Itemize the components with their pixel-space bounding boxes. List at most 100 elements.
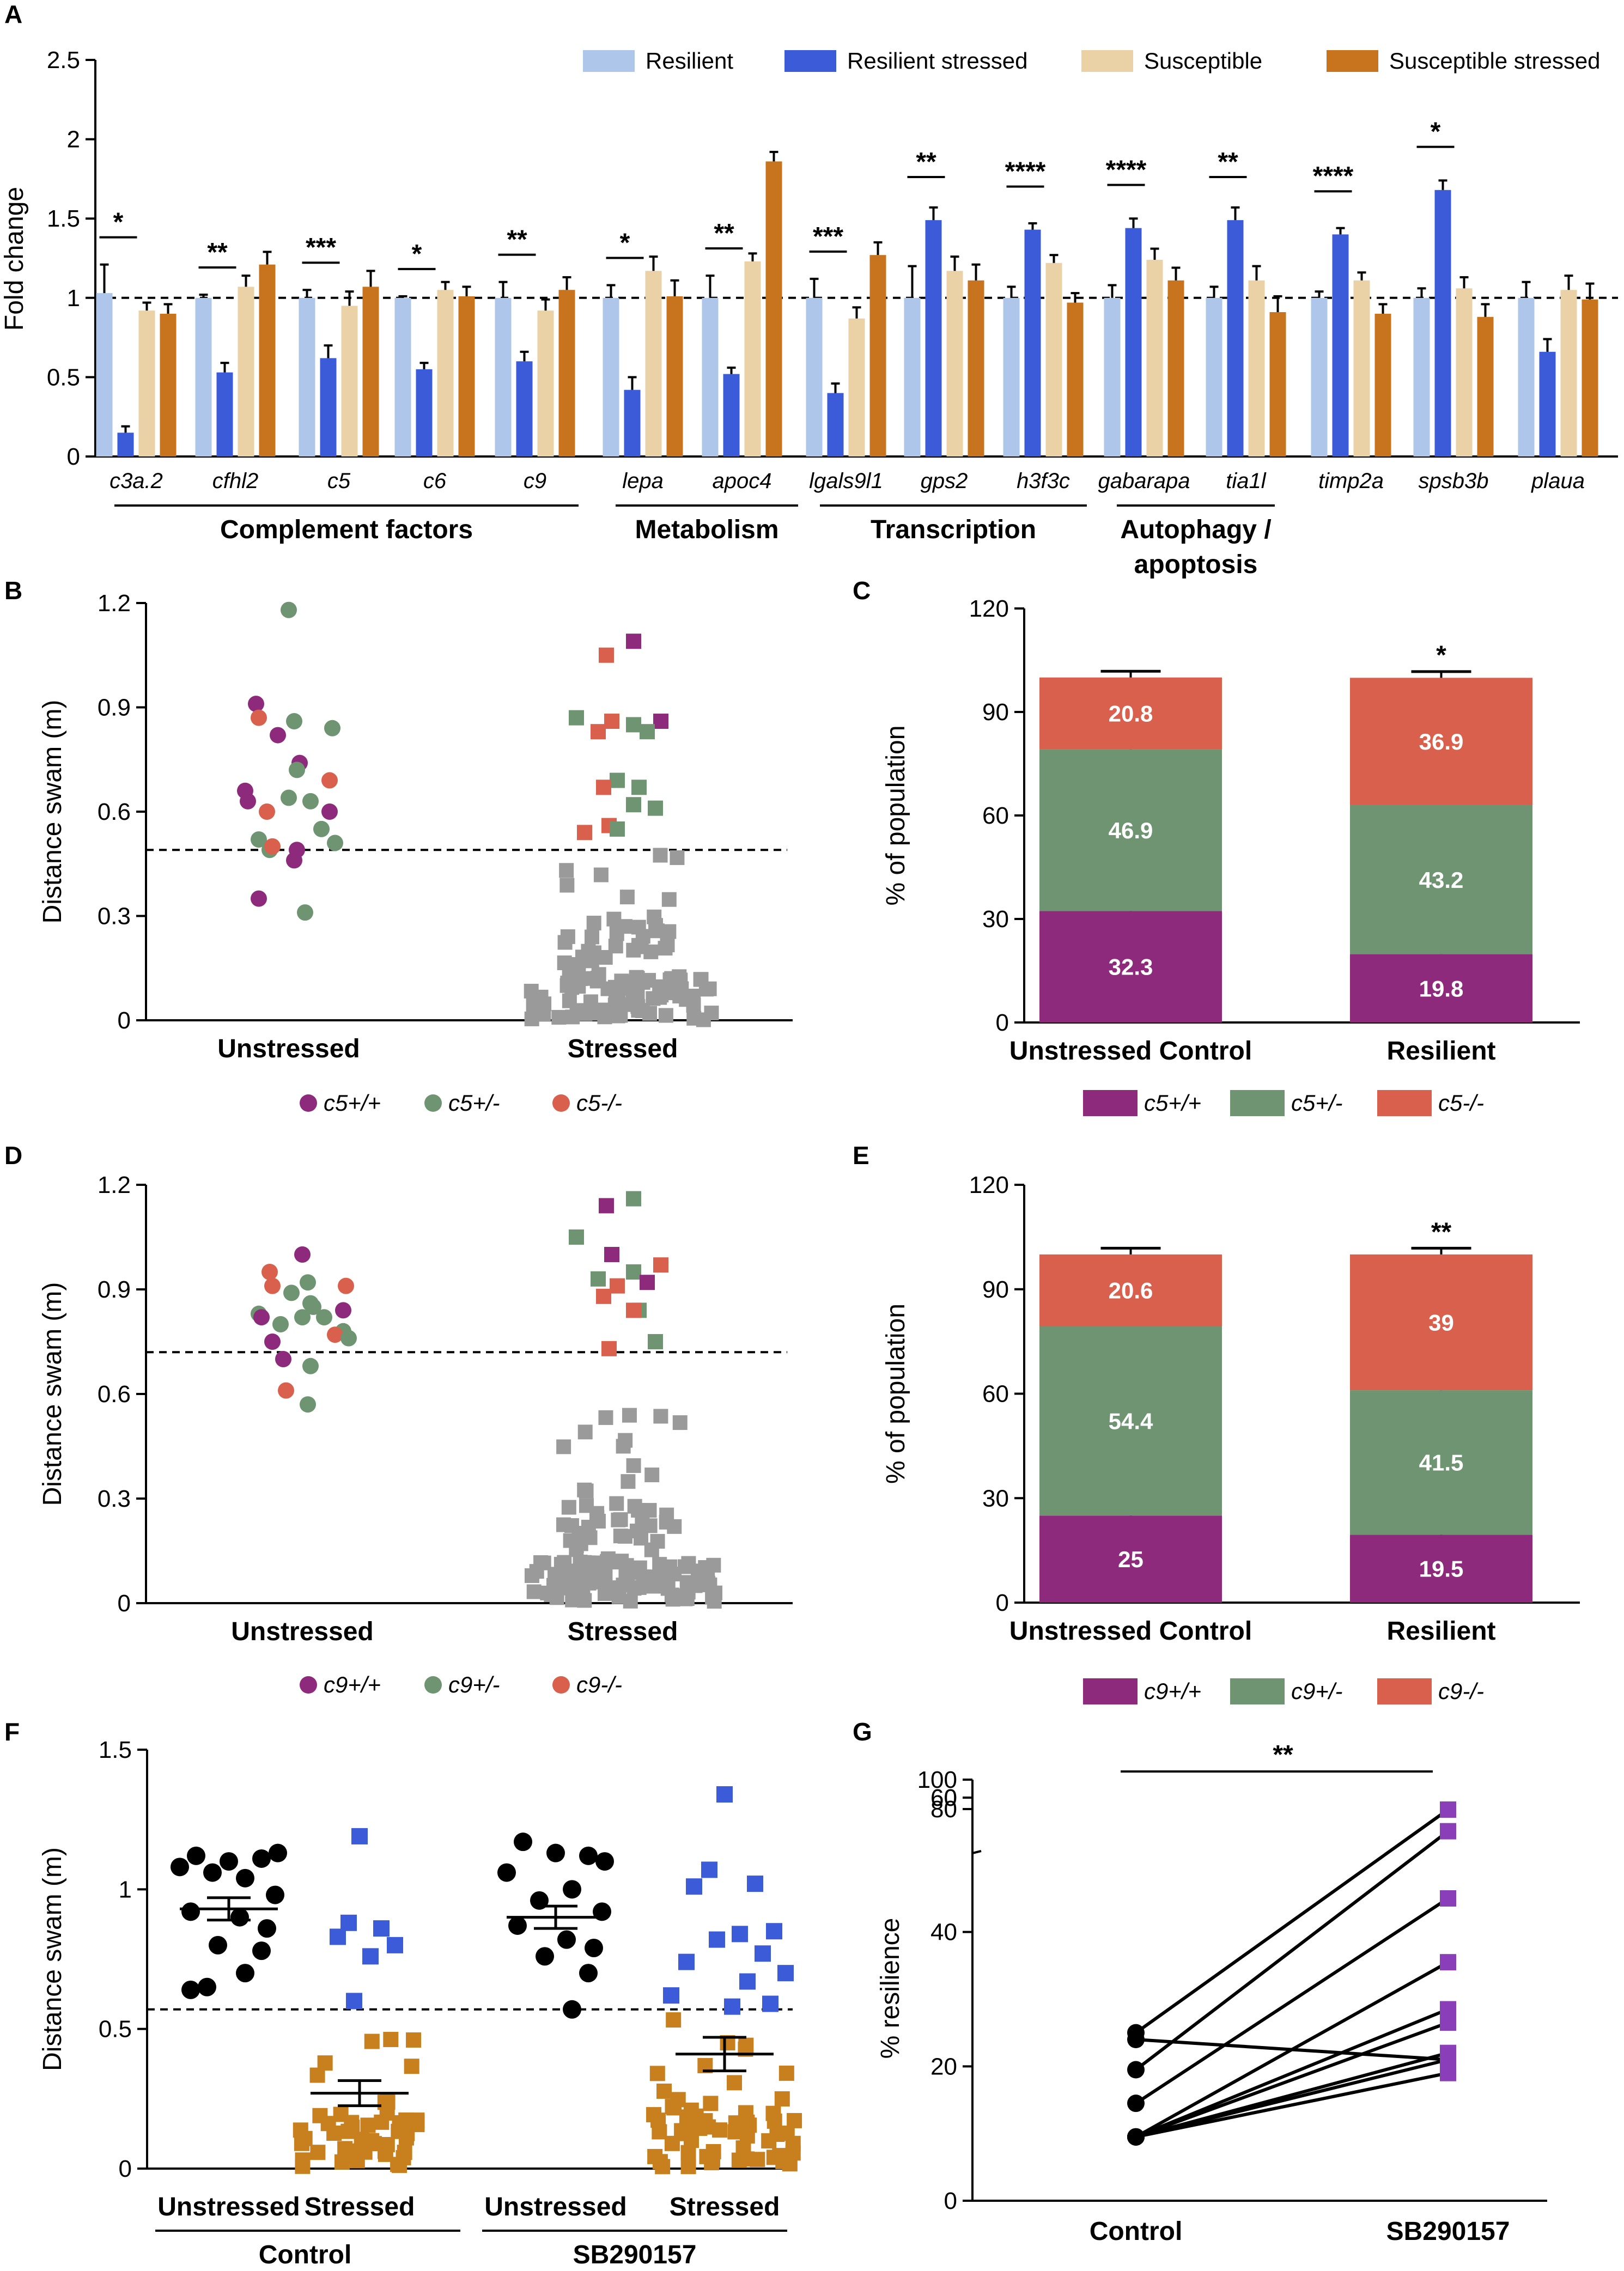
bar-c9-0	[495, 297, 512, 456]
gene-label-2: c5	[327, 469, 351, 493]
unstressed-dot	[313, 820, 330, 837]
gene-label-5: lepa	[622, 469, 664, 493]
legend-label-2: c5-/-	[576, 1090, 622, 1116]
bar-apoc4-2	[744, 261, 761, 456]
segment-label: 19.5	[1419, 1556, 1464, 1582]
stressed-control-orange-square	[310, 2145, 326, 2160]
stressed-control-orange-square	[349, 2153, 365, 2169]
stressed-square-grey	[643, 944, 659, 959]
stressed-square-grey	[664, 1587, 679, 1603]
bar-tia1l-2	[1248, 280, 1265, 456]
group-label-3: Autophagy /	[1120, 515, 1271, 544]
legend-dot-1	[424, 1676, 442, 1694]
stressed-square-grey	[700, 1563, 715, 1578]
stressed-square-grey	[653, 848, 668, 863]
legend-label-1: Resilient stressed	[847, 48, 1027, 74]
stressed-sb-orange-square	[646, 2107, 662, 2123]
category-label-sb: SB290157	[1386, 2217, 1510, 2246]
stressed-control-orange-square	[398, 2130, 414, 2146]
unstressed-control-dot	[258, 1919, 276, 1938]
bar-gps2-2	[946, 271, 963, 456]
unstressed-control-dot	[209, 1935, 227, 1955]
stressed-square	[577, 825, 592, 841]
panel-a-y-tick-label: 1.5	[47, 205, 80, 232]
stressed-square-grey	[524, 983, 539, 998]
panel-3-y-tick-label: 0.3	[98, 1485, 131, 1512]
legend-dot-2	[552, 1676, 570, 1694]
stressed-sb-orange-square	[785, 2145, 801, 2161]
bar-timp2a-1	[1332, 234, 1349, 456]
stressed-square	[604, 1247, 619, 1262]
panel-2-y-tick-label: 0	[996, 1009, 1009, 1036]
unstressed-dot	[283, 1284, 300, 1301]
category-label-2: Unstressed	[484, 2193, 627, 2221]
stressed-square-grey	[557, 935, 573, 950]
stressed-square	[599, 1198, 614, 1214]
stressed-square-grey	[659, 1514, 674, 1530]
stressed-square-grey	[626, 942, 641, 958]
unstressed-sb-dot	[579, 1846, 598, 1865]
bar-timp2a-3	[1374, 313, 1391, 456]
stressed-square	[640, 1275, 655, 1290]
stacked-segment-1	[1039, 749, 1222, 911]
stacked-segment-0	[1350, 1535, 1532, 1603]
segment-label: 36.9	[1419, 729, 1464, 754]
stressed-square-grey	[631, 920, 646, 935]
stressed-square-grey	[559, 863, 574, 878]
stressed-sb-orange-square	[712, 2122, 728, 2138]
unstressed-dot	[259, 803, 275, 820]
panel-3-y-tick-label: 0.6	[98, 1381, 131, 1408]
bar-c5-0	[299, 297, 315, 456]
stressed-square	[631, 780, 647, 795]
category-label-0: Unstressed Control	[1009, 1037, 1252, 1066]
unstressed-dot	[286, 852, 302, 869]
panel-f-y-tick-label: 0.5	[99, 2016, 132, 2043]
stressed-square-grey	[622, 1408, 637, 1423]
stressed-square-grey	[597, 1009, 612, 1025]
significance-mark: **	[916, 148, 936, 176]
stressed-square-grey	[577, 1424, 593, 1440]
stressed-square-grey	[613, 1529, 628, 1544]
stressed-square-grey	[526, 1584, 542, 1599]
unstressed-dot	[253, 1309, 270, 1326]
stressed-square-grey	[647, 1575, 662, 1591]
stressed-sb-square	[777, 1965, 794, 1982]
panel-a-y-tick-label: 2	[67, 126, 80, 153]
stressed-control-orange-square	[383, 2031, 399, 2047]
stressed-square-grey	[550, 1568, 565, 1583]
unstressed-control-dot	[236, 1964, 254, 1983]
stressed-sb-orange-square	[680, 2145, 696, 2160]
stressed-sb-orange-square	[739, 2151, 755, 2167]
stressed-square	[604, 714, 619, 729]
stressed-square-grey	[648, 918, 663, 933]
stressed-sb-orange-square	[738, 2037, 754, 2053]
stressed-sb-square	[663, 1987, 679, 2004]
significance-mark: *	[412, 240, 422, 269]
stressed-square-grey	[551, 1010, 567, 1025]
stressed-square	[648, 1334, 663, 1349]
stressed-square	[626, 1191, 641, 1207]
segment-label: 19.8	[1419, 976, 1464, 1001]
stressed-square-grey	[586, 915, 601, 930]
significance-mark: **	[1273, 1740, 1293, 1769]
stressed-square-grey	[598, 1410, 613, 1425]
legend-dot-0	[300, 1094, 317, 1112]
legend-label-2: c9-/-	[1438, 1678, 1484, 1704]
y-tick-label: 20	[930, 2053, 957, 2080]
stressed-square-grey	[609, 1496, 624, 1511]
unstressed-control-dot	[236, 1868, 254, 1888]
stressed-square	[653, 714, 668, 729]
legend-label-2: c5-/-	[1438, 1090, 1484, 1116]
stressed-control-square	[330, 1928, 346, 1945]
unstressed-control-dot	[266, 1885, 284, 1904]
panel-a-y-label: Fold change	[0, 187, 29, 331]
panel-1-y-tick-label: 0	[118, 1007, 131, 1034]
stressed-square-grey	[630, 1565, 646, 1580]
bar-h3f3c-2	[1045, 263, 1062, 456]
bar-c5-3	[362, 287, 379, 456]
bar-plaua-0	[1518, 297, 1535, 456]
legend-label-1: c9+/-	[1291, 1678, 1343, 1704]
gene-label-10: gabarapa	[1098, 469, 1190, 493]
